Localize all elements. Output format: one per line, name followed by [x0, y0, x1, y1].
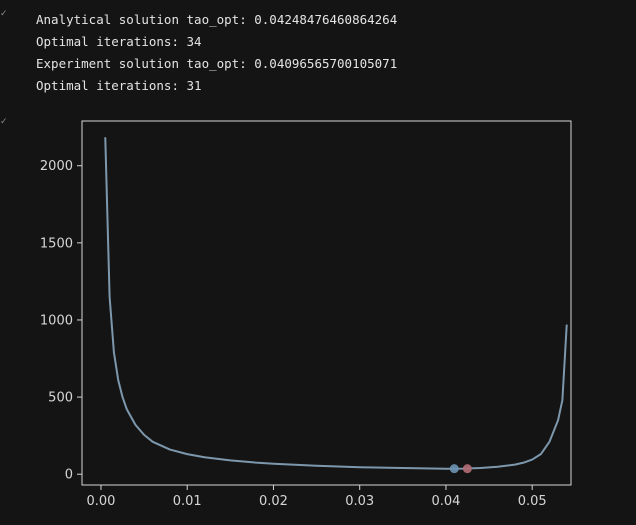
plot-cell-marker: ✓: [0, 117, 8, 127]
experiment-solution-line: Experiment solution tao_opt: 0.040965657…: [36, 56, 398, 71]
analytical-optimum-point: [462, 464, 472, 474]
y-tick-label: 1500: [40, 236, 73, 251]
y-tick-label: 500: [48, 391, 73, 406]
y-tick-label: 1000: [40, 313, 73, 328]
x-tick-label: 0.04: [431, 494, 460, 509]
y-tick-label: 2000: [40, 159, 73, 174]
x-tick-label: 0.02: [259, 494, 288, 509]
experimental-optimum-point: [449, 464, 459, 474]
analytical-solution-line: Analytical solution tao_opt: 0.042484764…: [36, 12, 398, 27]
cell-output-text: Analytical solution tao_opt: 0.042484764…: [36, 9, 397, 97]
x-tick-label: 0.00: [86, 494, 115, 509]
x-tick-label: 0.01: [173, 494, 202, 509]
iterations-curve: [104, 136, 568, 470]
x-tick-label: 0.03: [345, 494, 374, 509]
experiment-iterations-line: Optimal iterations: 31: [36, 78, 202, 93]
analytical-iterations-line: Optimal iterations: 34: [36, 34, 202, 49]
y-tick-label: 0: [65, 468, 73, 483]
output-cell-marker: ✓: [0, 9, 8, 19]
plot-frame: [81, 120, 572, 486]
x-tick-label: 0.05: [518, 494, 547, 509]
